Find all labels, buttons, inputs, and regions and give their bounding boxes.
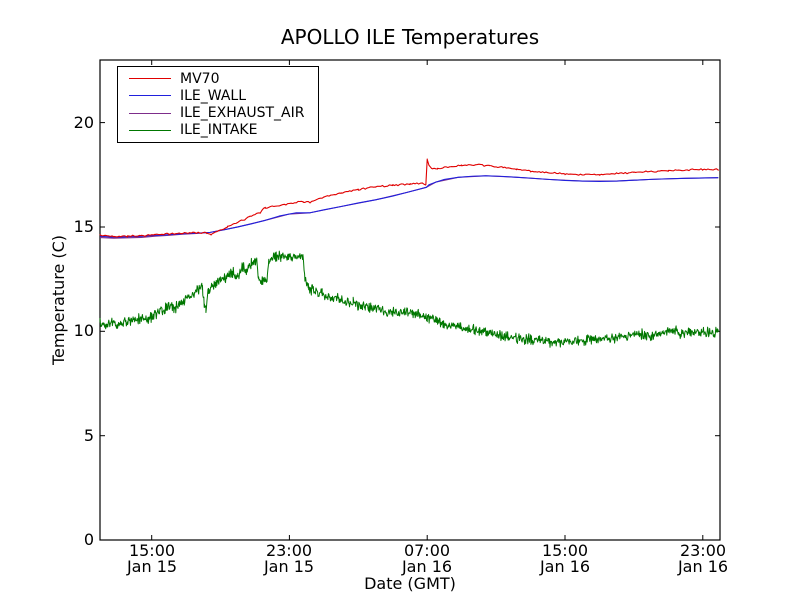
- legend-line-ile-wall: [129, 95, 171, 97]
- x-tick-time: 15:00: [541, 541, 589, 560]
- x-tick-label: 07:00 Jan 16: [382, 543, 472, 575]
- plot-frame: [99, 59, 721, 541]
- legend: MV70 ILE_WALL ILE_EXHAUST_AIR ILE_INTAKE: [117, 66, 319, 143]
- legend-item-ile-intake: ILE_INTAKE: [118, 123, 318, 138]
- x-tick-date: Jan 16: [539, 557, 591, 576]
- legend-label: ILE_INTAKE: [180, 122, 258, 139]
- y-tick-label: 5: [83, 426, 94, 445]
- series-line-ile_intake: [99, 250, 719, 348]
- x-tick-date: Jan 15: [263, 557, 315, 576]
- legend-item-ile-wall: ILE_WALL: [118, 88, 318, 103]
- y-tick-label: 15: [73, 217, 94, 236]
- x-tick-label: 23:00 Jan 15: [244, 543, 334, 575]
- x-axis-label: Date (GMT): [364, 574, 456, 593]
- legend-item-ile-exhaust-air: ILE_EXHAUST_AIR: [118, 106, 318, 121]
- series-line-mv70: [99, 158, 719, 238]
- legend-line-ile-intake: [129, 129, 171, 131]
- x-tick-date: Jan 16: [677, 557, 729, 576]
- series-line-ile_wall: [99, 175, 719, 238]
- y-tick-label: 0: [83, 530, 94, 549]
- x-tick-time: 07:00: [403, 541, 451, 560]
- x-tick-time: 23:00: [265, 541, 313, 560]
- y-tick-label: 10: [73, 321, 94, 340]
- tick-marks: [100, 60, 720, 541]
- legend-line-mv70: [129, 78, 171, 80]
- series-line-ile_exhaust_air: [99, 175, 719, 239]
- x-tick-date: Jan 16: [401, 557, 453, 576]
- x-tick-label: 15:00 Jan 15: [107, 543, 197, 575]
- legend-label: MV70: [180, 70, 220, 87]
- legend-label: ILE_WALL: [180, 87, 247, 104]
- x-tick-time: 23:00: [679, 541, 727, 560]
- legend-item-mv70: MV70: [118, 71, 318, 86]
- x-tick-time: 15:00: [128, 541, 176, 560]
- y-tick-label: 20: [73, 113, 94, 132]
- legend-line-ile-exhaust-air: [129, 112, 171, 114]
- x-tick-label: 15:00 Jan 16: [520, 543, 610, 575]
- chart-title: APOLLO ILE Temperatures: [280, 25, 540, 49]
- legend-label: ILE_EXHAUST_AIR: [180, 105, 305, 122]
- x-tick-label: 23:00 Jan 16: [658, 543, 748, 575]
- x-tick-date: Jan 15: [126, 557, 178, 576]
